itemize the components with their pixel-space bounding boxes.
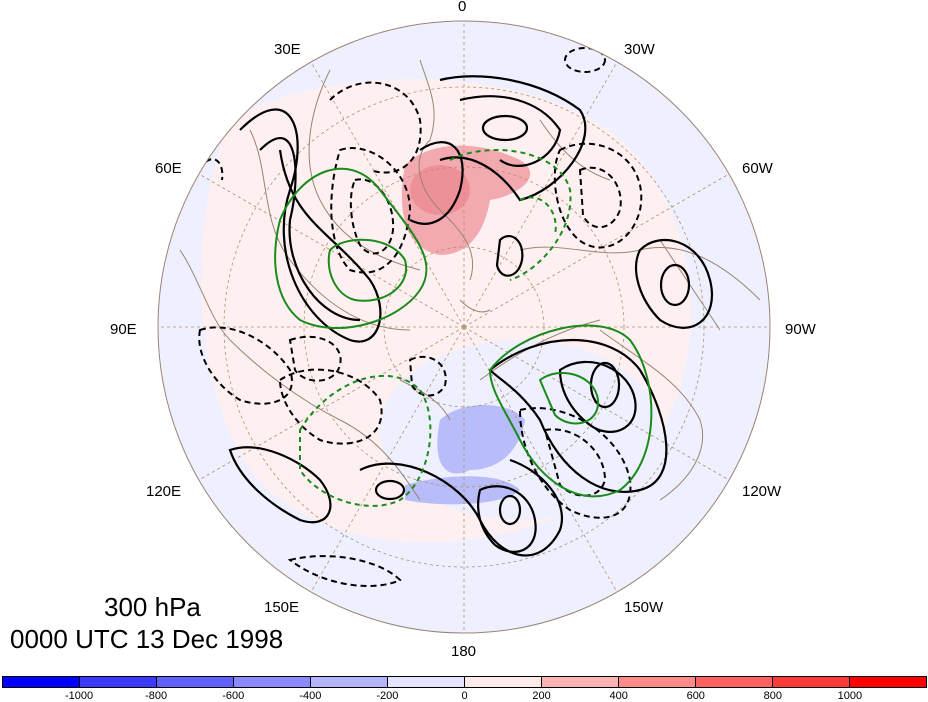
map-boundary — [157, 20, 771, 634]
lon-label-180: 180 — [451, 643, 477, 660]
time-title: 0000 UTC 13 Dec 1998 — [10, 624, 284, 654]
negative-contours — [198, 47, 643, 587]
colorbar-tick-label: -400 — [299, 690, 322, 702]
colorbar-segment — [696, 677, 773, 687]
colorbar-tick-label: -600 — [222, 690, 245, 702]
colorbar-tick-label: 1000 — [837, 690, 863, 702]
colorbar-tick-label: -1000 — [65, 690, 94, 702]
colorbar-segment — [773, 677, 850, 687]
negative-anomaly — [437, 405, 525, 474]
lon-label-120w: 120W — [742, 483, 782, 500]
colorbar-segment — [465, 677, 542, 687]
lon-label-30e: 30E — [274, 41, 301, 58]
colorbar-tick-label: 800 — [763, 690, 783, 702]
colorbar-segment — [234, 677, 311, 687]
colorbar-segment — [619, 677, 696, 687]
level-title: 300 hPa — [104, 592, 201, 622]
negative-anomaly-tail — [405, 476, 520, 505]
graticule — [158, 21, 770, 633]
lon-label-60w: 60W — [742, 160, 773, 177]
colorbar-segment — [157, 677, 234, 687]
lon-label-60e: 60E — [155, 160, 182, 177]
lon-label-90e: 90E — [110, 321, 137, 338]
lon-label-150w: 150W — [624, 599, 664, 616]
coastlines — [179, 59, 761, 501]
colorbar-segment — [80, 677, 157, 687]
colorbar-segment — [542, 677, 619, 687]
lon-label-30w: 30W — [624, 41, 655, 58]
lon-label-150e: 150E — [264, 599, 300, 616]
colorbar-segment — [3, 677, 80, 687]
colorbar-tick-label: 0 — [461, 690, 468, 702]
green-contours — [274, 167, 653, 498]
positive-contours — [228, 75, 713, 557]
colorbar-tick-label: 600 — [686, 690, 705, 702]
colorbar-tick-label: -800 — [145, 690, 168, 702]
colorbar-tick-label: 400 — [609, 690, 628, 702]
colorbar-segment — [311, 677, 388, 687]
lon-label-90w: 90W — [785, 321, 816, 338]
colorbar — [2, 676, 927, 688]
colorbar-tick-label: 200 — [532, 690, 551, 702]
colorbar-segment — [850, 677, 926, 687]
colorbar-tick-label: -200 — [376, 690, 399, 702]
lon-label-120e: 120E — [146, 483, 182, 500]
colorbar-segment — [388, 677, 465, 687]
green-dashed-contours — [299, 149, 572, 507]
lon-label-0: 0 — [458, 0, 467, 15]
